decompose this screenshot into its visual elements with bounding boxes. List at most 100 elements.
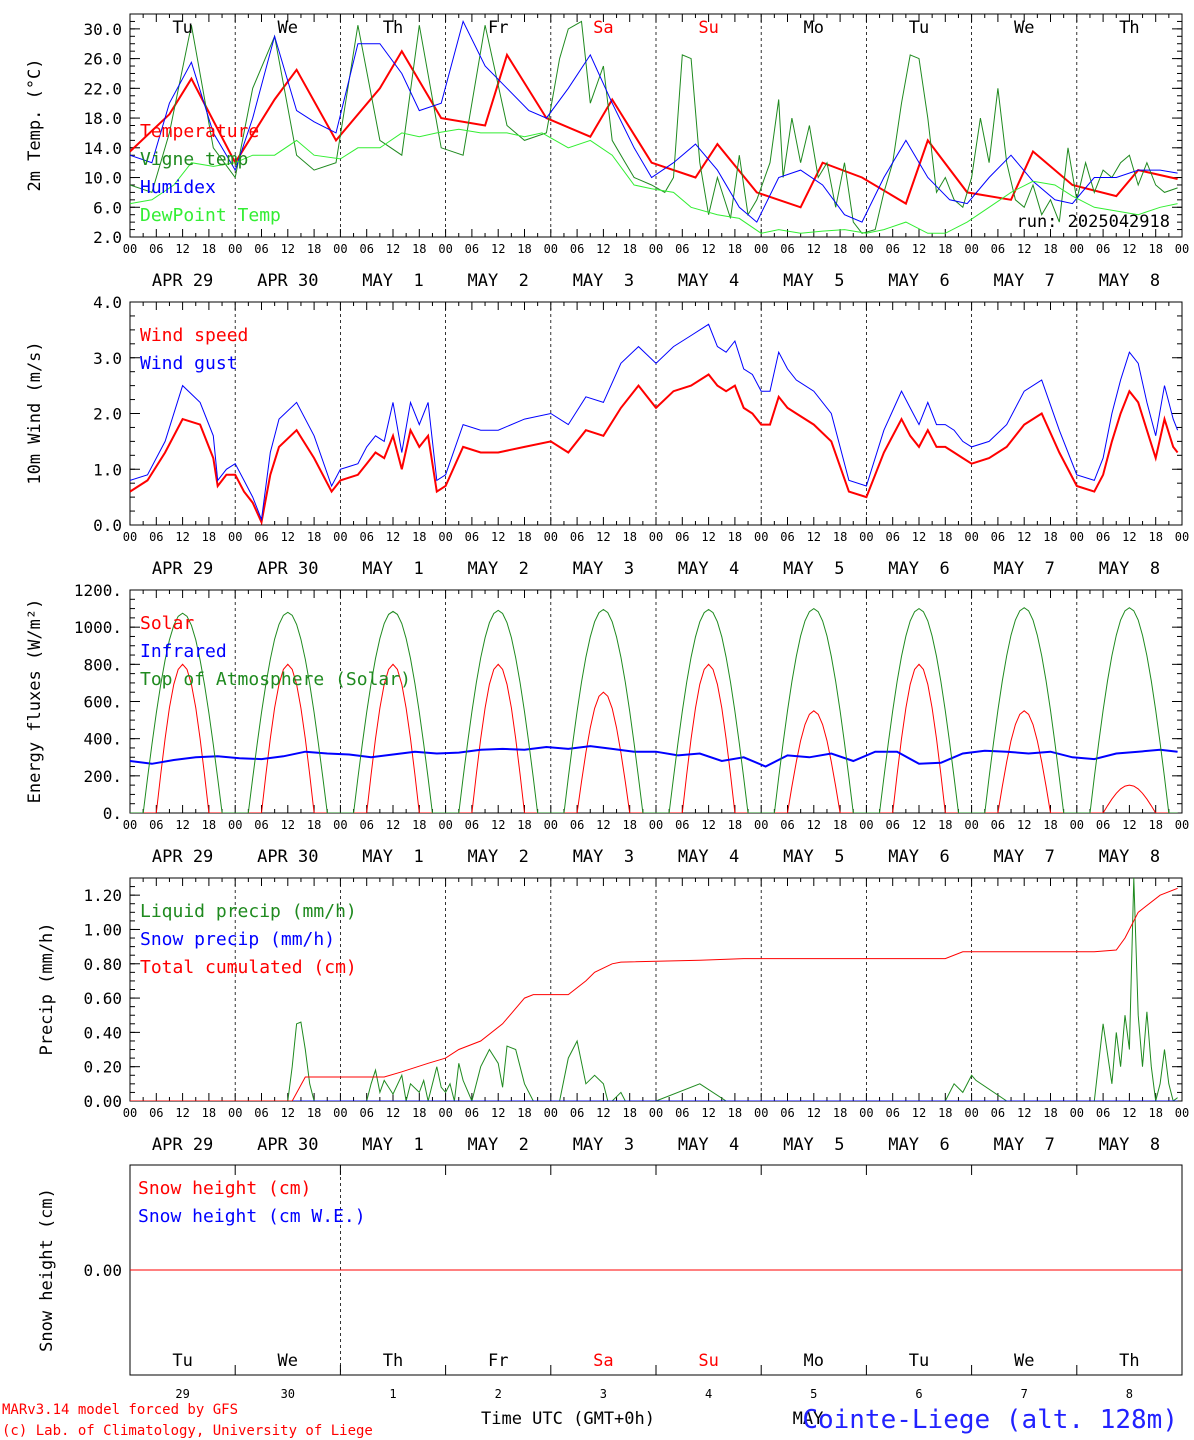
wind-date-label: APR 29 <box>152 559 213 579</box>
temp-legend-entry: Vigne temp <box>140 149 248 170</box>
weekday-label-bottom: Tu <box>172 1351 192 1371</box>
temp-hour-label: 12 <box>1017 242 1031 256</box>
temp-frame <box>129 13 1183 238</box>
temp-hour-label: 18 <box>202 242 216 256</box>
wind-date-label: MAY 1 <box>362 559 423 579</box>
wind-hour-label: 00 <box>333 530 347 544</box>
meteogram-panels: 00 06 12 18 00 06 12 18 00 06 12 18 00 06 12 18 00 06 12 18… <box>25 13 1189 1401</box>
energy-hour-label: 12 <box>386 818 400 832</box>
precip-date-label: APR 30 <box>257 1135 318 1155</box>
temp-hour-label: 00 <box>544 242 558 256</box>
credit-line-2: (c) Lab. of Climatology, University of L… <box>2 1423 373 1439</box>
snow-y-axis-label: Snow height (cm) <box>37 1188 57 1352</box>
temp-hour-label: 12 <box>701 242 715 256</box>
precip-hour-label: 18 <box>517 1106 531 1120</box>
temp-y-axis-label: 2m Temp. (°C) <box>25 58 45 191</box>
precip-legend-entry: Total cumulated (cm) <box>140 957 357 978</box>
temp-hour-label: 18 <box>833 242 847 256</box>
temp-hour-label: 00 <box>438 242 452 256</box>
temp-hour-label: 06 <box>570 242 584 256</box>
energy-date-label: APR 29 <box>152 847 213 867</box>
weekday-label-bottom: Tu <box>909 1351 929 1371</box>
energy-y-tick-label: 1000. <box>74 618 122 637</box>
precip-hour-label: 06 <box>991 1106 1005 1120</box>
precip-hour-label: 12 <box>807 1106 821 1120</box>
energy-hour-label: 06 <box>991 818 1005 832</box>
temp-date-label: MAY 5 <box>783 271 844 291</box>
temp-hour-label: 18 <box>1043 242 1057 256</box>
precip-hour-label: 18 <box>938 1106 952 1120</box>
energy-y-tick-label: 800. <box>83 655 122 674</box>
energy-date-label: MAY 6 <box>888 847 949 867</box>
bottom-month-label: MAY <box>793 1409 824 1429</box>
wind-hour-label: 00 <box>964 530 978 544</box>
wind-date-label: MAY 6 <box>888 559 949 579</box>
temp-legend-entry: Temperature <box>140 121 259 142</box>
temp-y-tick-label: 30.0 <box>83 20 122 39</box>
precip-y-axis-label: Precip (mm/h) <box>37 922 57 1055</box>
weekday-label-top: Mo <box>804 18 824 38</box>
temp-hour-label: 00 <box>649 242 663 256</box>
wind-hour-label: 18 <box>1148 530 1162 544</box>
wind-hour-label: 12 <box>1122 530 1136 544</box>
precip-hour-label: 00 <box>438 1106 452 1120</box>
wind-hour-label: 00 <box>1175 530 1189 544</box>
temp-date-label: MAY 8 <box>1099 271 1160 291</box>
energy-hour-label: 12 <box>912 818 926 832</box>
temp-hour-label: 00 <box>333 242 347 256</box>
bottom-day-number: 1 <box>389 1387 396 1401</box>
precip-hour-label: 00 <box>859 1106 873 1120</box>
x-axis-label: Time UTC (GMT+0h) <box>481 1409 655 1429</box>
temp-y-tick-label: 6.0 <box>93 198 122 217</box>
precip-series-total-cumulated-cm- <box>130 887 1178 1101</box>
energy-hour-label: 06 <box>885 818 899 832</box>
precip-hour-label: 18 <box>728 1106 742 1120</box>
wind-series-wind-speed <box>130 373 1179 525</box>
precip-series-liquid-precip-mm-h- <box>130 878 1178 1101</box>
energy-hour-label: 00 <box>228 818 242 832</box>
wind-hour-label: 06 <box>465 530 479 544</box>
wind-hour-label: 18 <box>307 530 321 544</box>
energy-hour-label: 06 <box>1096 818 1110 832</box>
wind-hour-label: 12 <box>912 530 926 544</box>
temp-hour-label: 06 <box>780 242 794 256</box>
energy-y-tick-label: 1200. <box>74 581 122 600</box>
wind-frame <box>129 301 1183 526</box>
wind-hour-label: 18 <box>517 530 531 544</box>
wind-y-tick-label: 0.0 <box>93 516 122 535</box>
wind-y-axis-label: 10m Wind (m/s) <box>25 341 45 484</box>
bottom-day-number: 5 <box>810 1387 817 1401</box>
temp-hour-label: 18 <box>1148 242 1162 256</box>
precip-hour-label: 00 <box>333 1106 347 1120</box>
temp-hour-label: 12 <box>281 242 295 256</box>
temp-y-tick-label: 18.0 <box>83 109 122 128</box>
precip-date-label: MAY 2 <box>467 1135 528 1155</box>
energy-hour-label: 12 <box>281 818 295 832</box>
wind-hour-label: 12 <box>701 530 715 544</box>
energy-hour-label: 12 <box>807 818 821 832</box>
energy-hour-label: 18 <box>412 818 426 832</box>
precip-hour-label: 12 <box>912 1106 926 1120</box>
bottom-day-number: 29 <box>175 1387 189 1401</box>
energy-hour-label: 06 <box>675 818 689 832</box>
temp-date-label: MAY 6 <box>888 271 949 291</box>
energy-hour-label: 12 <box>596 818 610 832</box>
energy-y-tick-label: 200. <box>83 767 122 786</box>
energy-hour-label: 06 <box>780 818 794 832</box>
temp-hour-label: 06 <box>885 242 899 256</box>
energy-date-label: MAY 2 <box>467 847 528 867</box>
temp-series-humidex <box>130 19 1178 223</box>
energy-hour-label: 12 <box>175 818 189 832</box>
temp-hour-label: 12 <box>386 242 400 256</box>
temp-date-label: MAY 7 <box>993 271 1054 291</box>
wind-hour-label: 18 <box>622 530 636 544</box>
precip-hour-label: 12 <box>701 1106 715 1120</box>
bottom-day-number: 6 <box>915 1387 922 1401</box>
energy-date-label: MAY 1 <box>362 847 423 867</box>
bottom-day-number: 4 <box>705 1387 712 1401</box>
precip-hour-label: 06 <box>359 1106 373 1120</box>
wind-hour-label: 12 <box>386 530 400 544</box>
weekday-label-top: Fr <box>488 18 508 38</box>
wind-hour-label: 12 <box>807 530 821 544</box>
precip-hour-label: 18 <box>1148 1106 1162 1120</box>
